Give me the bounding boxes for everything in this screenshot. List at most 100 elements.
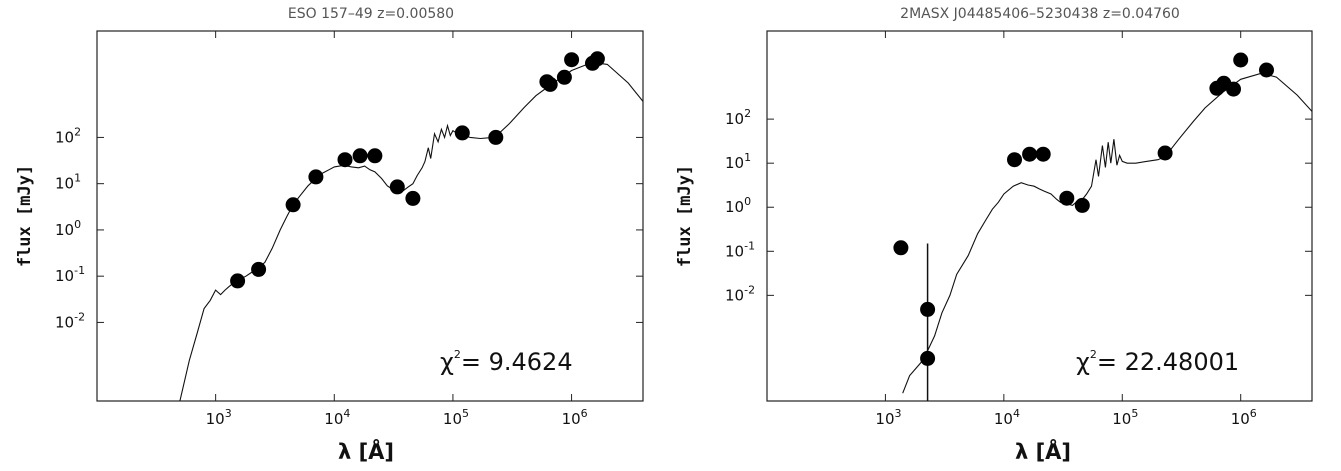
right-x-tick-exp: 6 bbox=[1250, 407, 1257, 420]
left-data-point bbox=[405, 190, 421, 206]
left-data-point bbox=[564, 52, 580, 68]
left-data-point bbox=[230, 273, 246, 289]
right-x-ticks: 103 104 105 106 bbox=[875, 31, 1257, 428]
right-y-axis-label: flux [mJy] bbox=[675, 165, 695, 267]
right-x-tick-label: 104 bbox=[994, 407, 1020, 428]
left-data-point bbox=[337, 152, 353, 168]
left-y-tick-exp: 2 bbox=[74, 125, 81, 138]
left-y-tick-base: 10 bbox=[55, 128, 74, 146]
right-x-tick-exp: 4 bbox=[1013, 407, 1020, 420]
left-y-tick-base: 10 bbox=[55, 221, 74, 239]
left-x-tick-label: 106 bbox=[562, 407, 588, 428]
left-y-tick-base: 10 bbox=[55, 267, 74, 285]
right-x-tick-base: 10 bbox=[1231, 410, 1250, 428]
right-data-point bbox=[1259, 62, 1274, 78]
left-data-point bbox=[488, 129, 504, 145]
left-y-tick-label: 10-1 bbox=[55, 264, 85, 285]
right-data-point bbox=[893, 240, 909, 256]
left-data-point bbox=[589, 51, 605, 67]
right-y-tick-base: 10 bbox=[725, 198, 744, 216]
left-x-tick-exp: 6 bbox=[581, 407, 588, 420]
right-x-tick-exp: 5 bbox=[1131, 407, 1138, 420]
left-y-tick-base: 10 bbox=[55, 313, 74, 331]
left-x-ticks: 103 104 105 106 bbox=[206, 31, 588, 428]
right-y-tick-exp: 1 bbox=[744, 151, 751, 164]
left-data-point bbox=[454, 125, 470, 141]
right-y-tick-label: 101 bbox=[725, 151, 751, 172]
left-x-tick-base: 10 bbox=[443, 410, 462, 428]
left-chi-exponent: 2 bbox=[454, 348, 461, 361]
right-y-tick-base: 10 bbox=[725, 110, 744, 128]
right-chart-title: 2MASX J04485406–5230438 z=0.04760 bbox=[900, 6, 1180, 22]
left-x-tick-exp: 3 bbox=[225, 407, 232, 420]
right-x-tick-exp: 3 bbox=[895, 407, 902, 420]
right-y-tick-label: 10-2 bbox=[725, 283, 755, 304]
left-data-point bbox=[556, 69, 572, 85]
left-model-curve bbox=[179, 61, 643, 401]
right-x-tick-label: 106 bbox=[1231, 407, 1257, 428]
right-chi-symbol: χ bbox=[1076, 348, 1090, 376]
right-data-point bbox=[1059, 190, 1075, 206]
left-chart-panel: ESO 157–49 z=0.00580 103 104 105 106 10-210… bbox=[15, 6, 644, 464]
left-x-tick-label: 104 bbox=[324, 407, 350, 428]
right-x-tick-base: 10 bbox=[875, 410, 894, 428]
left-data-point bbox=[542, 76, 558, 92]
left-x-axis-label: λ [Å] bbox=[338, 439, 394, 464]
right-chi-value: = 22.48001 bbox=[1097, 348, 1239, 376]
right-data-point bbox=[1157, 145, 1173, 161]
right-x-tick-label: 105 bbox=[1112, 407, 1138, 428]
right-y-tick-label: 102 bbox=[725, 107, 751, 128]
left-x-tick-exp: 5 bbox=[462, 407, 469, 420]
right-plot-area bbox=[766, 30, 1313, 402]
left-chi-squared: χ2= 9.4624 bbox=[440, 348, 573, 376]
right-x-tick-label: 103 bbox=[875, 407, 901, 428]
right-y-tick-exp: -2 bbox=[744, 283, 755, 296]
right-data-point bbox=[920, 350, 936, 366]
right-data-point bbox=[1035, 146, 1051, 162]
left-y-tick-label: 10-2 bbox=[55, 310, 85, 331]
left-y-tick-exp: 0 bbox=[74, 218, 81, 231]
right-y-tick-label: 100 bbox=[725, 195, 751, 216]
left-x-tick-label: 103 bbox=[206, 407, 232, 428]
right-y-tick-exp: 2 bbox=[744, 107, 751, 120]
left-chart-title: ESO 157–49 z=0.00580 bbox=[288, 6, 454, 22]
right-chart-panel: 2MASX J04485406–5230438 z=0.04760 103 104… bbox=[675, 6, 1313, 464]
left-chi-value: = 9.4624 bbox=[461, 348, 573, 376]
right-y-tick-base: 10 bbox=[725, 154, 744, 172]
left-y-tick-label: 100 bbox=[55, 218, 81, 239]
right-data-point bbox=[1007, 152, 1022, 168]
left-data-point bbox=[367, 148, 383, 164]
left-data-point bbox=[352, 148, 368, 164]
right-data-points bbox=[893, 52, 1274, 366]
right-y-tick-exp: -1 bbox=[744, 239, 755, 252]
right-x-tick-base: 10 bbox=[1112, 410, 1131, 428]
left-y-tick-exp: 1 bbox=[74, 172, 81, 185]
left-x-tick-label: 105 bbox=[443, 407, 469, 428]
left-y-tick-label: 101 bbox=[55, 172, 81, 193]
right-data-point bbox=[1233, 52, 1249, 68]
left-y-tick-exp: -2 bbox=[74, 310, 85, 323]
right-y-tick-base: 10 bbox=[725, 286, 744, 304]
left-data-point bbox=[389, 179, 405, 195]
left-y-tick-label: 102 bbox=[55, 125, 81, 146]
right-data-point bbox=[1074, 197, 1090, 213]
right-model-curve bbox=[902, 72, 1312, 394]
right-x-axis-label: λ [Å] bbox=[1015, 439, 1071, 464]
left-data-points bbox=[230, 51, 605, 289]
left-x-tick-exp: 4 bbox=[343, 407, 350, 420]
left-data-point bbox=[285, 197, 301, 213]
right-data-point bbox=[1022, 146, 1038, 162]
left-x-tick-base: 10 bbox=[324, 410, 343, 428]
right-x-tick-base: 10 bbox=[994, 410, 1013, 428]
left-data-point bbox=[308, 169, 324, 185]
left-x-tick-base: 10 bbox=[206, 410, 225, 428]
left-y-tick-base: 10 bbox=[55, 175, 74, 193]
right-y-tick-label: 10-1 bbox=[725, 239, 755, 260]
left-y-axis-label: flux [mJy] bbox=[15, 165, 35, 267]
right-y-tick-base: 10 bbox=[725, 242, 744, 260]
left-chi-symbol: χ bbox=[440, 348, 454, 376]
right-chi-exponent: 2 bbox=[1090, 348, 1097, 361]
